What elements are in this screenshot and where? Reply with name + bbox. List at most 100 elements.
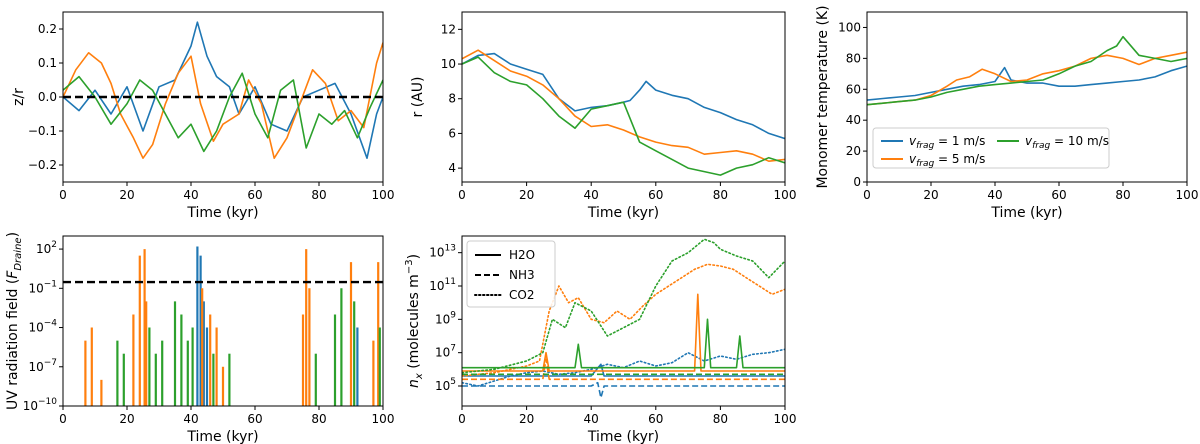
series-line: [867, 51, 1187, 106]
legend-species: H2O NH3 CO2: [466, 240, 556, 308]
series-line: [462, 381, 785, 399]
plot-area: [63, 246, 383, 406]
x-tick-label: 80: [713, 412, 728, 426]
x-tick-label: 100: [774, 412, 797, 426]
x-tick-label: 0: [863, 188, 871, 202]
series-line: [462, 263, 785, 377]
y-axis-label: r (AU): [410, 77, 426, 118]
x-tick-label: 60: [247, 412, 262, 426]
legend-entry: CO2: [509, 288, 534, 302]
x-tick-label: 40: [584, 412, 599, 426]
panel-z-over-r: 0 20 40 60 80 100 −0.2 −0.1 0.0 0.1 0.2 Time (kyr) z…: [11, 11, 395, 221]
axes-frame: [62, 235, 384, 407]
x-tick-label: 60: [247, 188, 262, 202]
x-tick-label: 80: [311, 188, 326, 202]
x-axis-label: Time (kyr): [990, 205, 1062, 221]
x-axis-label: Time (kyr): [587, 205, 659, 221]
y-tick-label: 0.2: [38, 22, 57, 36]
series-line: [63, 21, 383, 159]
legend-entry: vfrag = 10 m/s: [1025, 134, 1109, 151]
panel-monomer-temperature: 0 20 40 60 80 100 0 20 40 60 80 100 Time (kyr) Monome…: [815, 5, 1198, 221]
x-tick-label: 100: [372, 188, 395, 202]
series-line: [867, 35, 1187, 106]
y-tick-label: 10−1: [28, 279, 57, 295]
y-axis-label: z/r: [11, 88, 27, 106]
y-tick-label: 0: [853, 175, 861, 189]
y-tick-label: 102: [36, 240, 57, 256]
series-line: [462, 52, 785, 140]
y-tick-label: 12: [441, 22, 456, 36]
x-axis-label: Time (kyr): [186, 429, 258, 444]
series-line: [63, 72, 383, 153]
x-tick-label: 40: [987, 188, 1002, 202]
legend-entry: vfrag = 1 m/s: [909, 134, 985, 151]
y-tick-label: 105: [435, 377, 456, 393]
plot-area: [462, 238, 785, 399]
series-line: [462, 363, 785, 377]
plot-area: [867, 35, 1187, 106]
y-tick-label: 1013: [429, 244, 456, 260]
x-tick-label: 0: [458, 412, 466, 426]
y-tick-label: −0.2: [28, 158, 57, 172]
y-tick-label: 4: [448, 161, 456, 175]
x-tick-label: 0: [458, 188, 466, 202]
x-tick-label: 20: [519, 188, 534, 202]
y-tick-label: 100: [838, 20, 861, 34]
x-tick-label: 100: [1176, 188, 1199, 202]
y-tick-label: 0.1: [38, 56, 57, 70]
axes-frame: [866, 11, 1188, 183]
x-axis-label: Time (kyr): [587, 429, 659, 444]
x-axis-label: Time (kyr): [186, 205, 258, 221]
x-tick-label: 60: [648, 412, 663, 426]
x-tick-label: 20: [923, 188, 938, 202]
y-tick-label: 6: [448, 126, 456, 140]
y-tick-label: 0.0: [38, 90, 57, 104]
y-tick-label: 8: [448, 92, 456, 106]
y-tick-label: 40: [846, 113, 861, 127]
x-tick-label: 20: [119, 188, 134, 202]
x-tick-label: 100: [774, 188, 797, 202]
panel-number-density: 0 20 40 60 80 100 105 107 109 1011 1013 Time (kyr) n…: [404, 235, 797, 444]
x-tick-label: 80: [713, 188, 728, 202]
x-tick-label: 40: [584, 188, 599, 202]
x-tick-label: 80: [1115, 188, 1130, 202]
panel-radius: 0 20 40 60 80 100 4 6 8 10 12 Time (kyr) r (AU): [410, 11, 797, 221]
axes-frame: [461, 235, 786, 407]
y-tick-label: 60: [846, 82, 861, 96]
x-tick-label: 100: [372, 412, 395, 426]
y-tick-label: 20: [846, 144, 861, 158]
x-tick-label: 60: [648, 188, 663, 202]
x-tick-label: 0: [59, 412, 67, 426]
series-line: [63, 42, 383, 159]
y-axis-label: UV radiation field (FDraine): [5, 232, 24, 410]
series-line: [462, 56, 785, 176]
series-line: [462, 238, 785, 374]
x-tick-label: 80: [311, 412, 326, 426]
plot-area: [63, 21, 383, 159]
y-tick-label: 107: [435, 344, 456, 360]
y-tick-label: −0.1: [28, 124, 57, 138]
x-tick-label: 20: [119, 412, 134, 426]
y-tick-label: 10−7: [28, 358, 57, 374]
y-tick-label: 109: [435, 310, 456, 326]
y-tick-label: 1011: [429, 277, 456, 293]
y-tick-label: 10−10: [23, 397, 58, 413]
x-tick-label: 0: [59, 188, 67, 202]
x-tick-label: 40: [183, 188, 198, 202]
x-tick-label: 40: [183, 412, 198, 426]
y-tick-label: 10: [441, 57, 456, 71]
legend-box: [872, 127, 1110, 169]
x-tick-label: 60: [1051, 188, 1066, 202]
x-tick-label: 20: [519, 412, 534, 426]
panel-uv-radiation-field: 0 20 40 60 80 100 10−10 10−7 10−4 10−1 102 Time (ky…: [5, 232, 394, 444]
y-tick-label: 80: [846, 51, 861, 65]
series-line: [462, 49, 785, 162]
legend-entry: NH3: [509, 268, 535, 282]
y-tick-label: 10−4: [28, 319, 57, 335]
y-axis-label: nx (molecules m−3): [404, 254, 425, 388]
plot-area: [462, 49, 785, 176]
series-line: [462, 358, 785, 381]
axes-frame: [461, 11, 786, 183]
